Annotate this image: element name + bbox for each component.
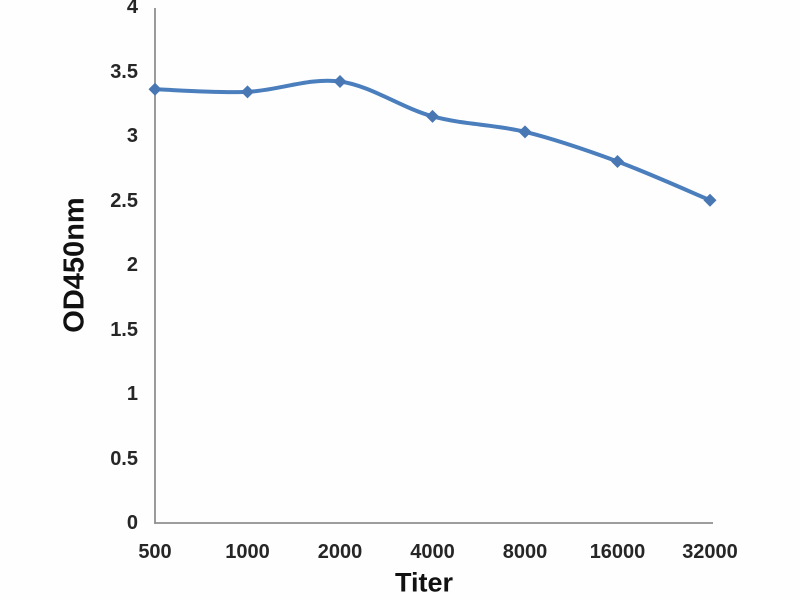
- data-point-marker: [148, 82, 162, 96]
- y-axis-title: OD450nm: [58, 197, 91, 333]
- x-tick-label: 32000: [682, 541, 738, 563]
- data-point-marker: [703, 193, 717, 207]
- y-tick-label: 1.5: [110, 318, 138, 341]
- y-tick-label: 0: [126, 512, 138, 535]
- data-point-marker: [518, 125, 532, 139]
- y-tick-label: 4: [126, 0, 138, 19]
- data-point-marker: [241, 85, 254, 99]
- x-tick-label: 2000: [317, 541, 363, 563]
- data-point-marker: [333, 75, 347, 89]
- x-tick-label: 8000: [502, 541, 548, 563]
- series-markers: [148, 75, 717, 207]
- y-tick-label: 2.5: [110, 189, 138, 212]
- series-line: [153, 78, 712, 203]
- y-tick-label: 2: [126, 254, 138, 277]
- x-tick-label: 500: [138, 541, 172, 563]
- data-point-marker: [611, 155, 624, 169]
- x-axis-title: Titer: [394, 567, 454, 598]
- x-tick-label: 16000: [589, 541, 646, 563]
- y-tick-label: 3.5: [110, 60, 138, 83]
- y-tick-label: 3: [126, 125, 138, 148]
- x-tick-label: 1000: [225, 541, 270, 563]
- x-tick-label: 4000: [410, 541, 455, 563]
- y-tick-label: 0.5: [110, 447, 138, 470]
- y-tick-label: 1: [126, 383, 138, 406]
- data-point-marker: [426, 109, 439, 123]
